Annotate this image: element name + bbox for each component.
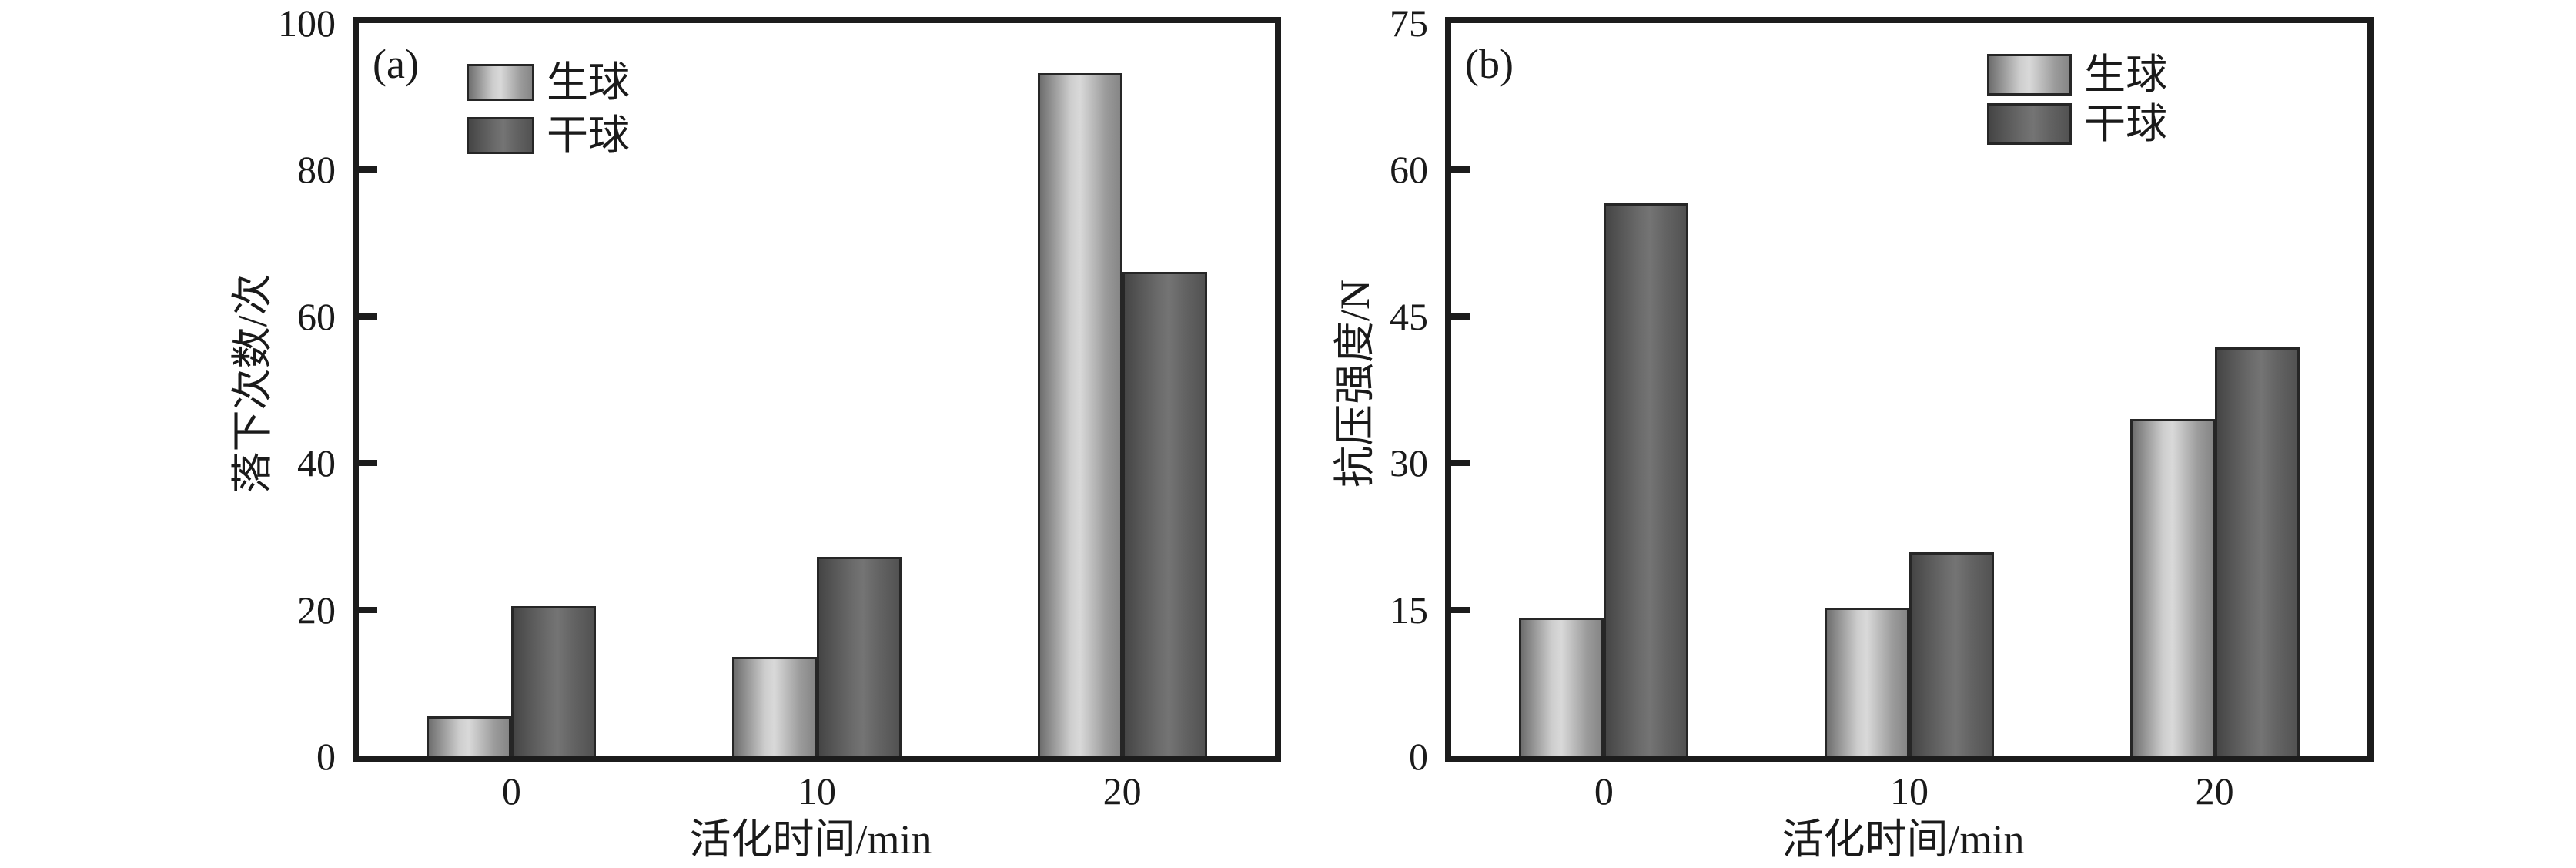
panel-letter-b: (b) (1465, 41, 1514, 87)
y-tick-label-a-20: 20 (297, 588, 336, 632)
bar-a-20min-shengqiu (1037, 72, 1122, 756)
y-tick-mark (359, 606, 377, 613)
x-axis-label-a: 活化时间/min (689, 816, 932, 863)
legend-item-shengqiu: 生球 (467, 62, 630, 103)
y-tick-label-b-0: 0 (1409, 735, 1428, 778)
panel-letter-a: (a) (373, 41, 419, 87)
legend-item-ganqiu: 干球 (467, 115, 630, 156)
y-tick-label-a-0: 0 (316, 735, 336, 778)
y-tick-mark (1451, 166, 1470, 173)
y-tick-label-a-60: 60 (297, 294, 336, 338)
y-tick-mark (1451, 313, 1470, 320)
y-axis-label-a: 落下次数/次 (229, 273, 276, 494)
y-tick-label-a-80: 80 (297, 148, 336, 192)
y-tick-label-b-15: 15 (1390, 588, 1428, 632)
y-tick-label-a-100: 100 (278, 2, 336, 45)
x-tick-label-a-20: 20 (1102, 769, 1142, 813)
bar-a-20min-ganqiu (1122, 271, 1207, 756)
x-tick-label-b-10: 10 (1890, 769, 1929, 813)
y-axis-label-b: 抗压强度/N (1332, 280, 1378, 488)
x-axis-label-b: 活化时间/min (1781, 816, 2025, 863)
bar-b-20min-ganqiu (2214, 347, 2300, 756)
y-tick-mark (1451, 606, 1470, 613)
legend-swatch-shengqiu-icon (467, 64, 534, 101)
legend-item-shengqiu: 生球 (1987, 54, 2167, 96)
legend-swatch-ganqiu-icon (467, 117, 534, 154)
bar-a-0min-ganqiu (511, 605, 597, 756)
legend-swatch-shengqiu-icon (1987, 54, 2073, 96)
x-tick-label-b-0: 0 (1594, 769, 1614, 813)
y-tick-label-b-60: 60 (1390, 148, 1428, 192)
plot-area-b: (b) 生球 干球 0 15 30 45 60 75 0 10 20 (1390, 4, 2374, 810)
legend-label-shengqiu: 生球 (2084, 52, 2168, 98)
bar-a-10min-ganqiu (817, 557, 902, 756)
bar-a-0min-shengqiu (427, 716, 512, 756)
y-tick-mark (359, 166, 377, 173)
y-tick-mark (359, 313, 377, 320)
x-tick-label-a-10: 10 (798, 769, 836, 813)
y-tick-label-a-40: 40 (297, 441, 336, 485)
y-tick-mark (359, 460, 377, 467)
y-tick-label-b-45: 45 (1390, 294, 1428, 338)
x-tick-label-b-20: 20 (2195, 769, 2234, 813)
y-tick-mark (1451, 460, 1470, 467)
bar-b-0min-shengqiu (1519, 617, 1604, 756)
x-tick-label-a-0: 0 (501, 769, 521, 813)
legend-swatch-ganqiu-icon (1987, 103, 2073, 145)
bar-b-20min-shengqiu (2129, 419, 2215, 756)
legend-label-shengqiu: 生球 (547, 59, 630, 106)
plot-area-a: (a) 生球 干球 0 20 40 60 80 100 0 10 20 (278, 4, 1281, 810)
bar-b-10min-ganqiu (1909, 551, 1994, 756)
y-tick-label-b-30: 30 (1390, 441, 1428, 485)
bar-b-10min-shengqiu (1825, 608, 1909, 756)
legend-a: 生球 干球 (467, 62, 630, 156)
legend-item-ganqiu: 干球 (1987, 103, 2167, 145)
legend-b: 生球 干球 (1987, 54, 2167, 145)
legend-label-ganqiu: 干球 (547, 112, 630, 159)
bar-a-10min-shengqiu (732, 657, 817, 756)
legend-label-ganqiu: 干球 (2084, 101, 2168, 147)
y-tick-label-b-75: 75 (1390, 2, 1428, 45)
bar-b-0min-ganqiu (1604, 203, 1689, 756)
